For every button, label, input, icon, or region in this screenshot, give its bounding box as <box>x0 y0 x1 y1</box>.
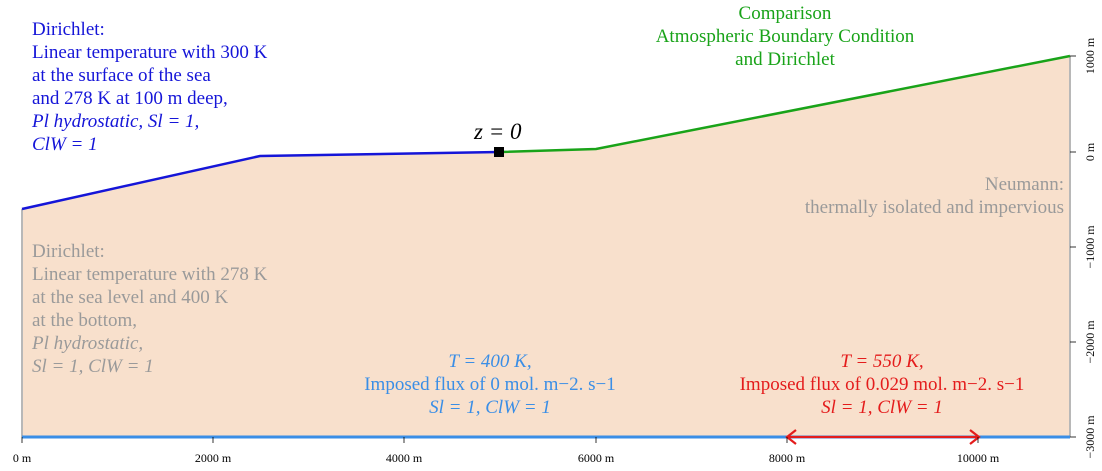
x-tick-label: 10000 m <box>957 451 1000 465</box>
x-tick-label: 6000 m <box>578 451 615 465</box>
comparison-line: Atmospheric Boundary Condition <box>655 26 915 47</box>
atmospheric-boundary-line <box>498 54 1071 154</box>
bottom-boundary-annotation: T = 400 K, Imposed flux of 0 mol. m−2. s… <box>300 350 680 419</box>
dirichlet-side-line: at the sea level and 400 K <box>32 287 229 308</box>
comparison-line: Comparison <box>738 3 832 24</box>
dirichlet-side-line: Linear temperature with 278 K <box>32 264 268 285</box>
neumann-line: Neumann: <box>984 174 1064 195</box>
sea-boundary-line <box>21 150 500 211</box>
domain-area <box>22 56 1070 437</box>
neumann-line: thermally isolated and impervious <box>804 197 1064 218</box>
x-tick-label: 2000 m <box>195 451 232 465</box>
y-tick-label: −2000 m <box>1083 320 1097 364</box>
dirichlet-sea-line: at the surface of the sea <box>32 65 211 86</box>
dirichlet-side-annotation: Dirichlet: Linear temperature with 278 K… <box>32 240 267 378</box>
dirichlet-sea-line: Linear temperature with 300 K <box>32 42 268 63</box>
bottom-red-line: Imposed flux of 0.029 mol. m−2. s−1 <box>739 374 1025 395</box>
x-tick-label: 8000 m <box>769 451 806 465</box>
y-tick-label: −3000 m <box>1083 415 1097 459</box>
y-tick-label: 1000 m <box>1083 37 1097 74</box>
dirichlet-side-line: at the bottom, <box>32 310 138 331</box>
bottom-blue-line: Imposed flux of 0 mol. m−2. s−1 <box>364 374 616 395</box>
y-tick-label: −1000 m <box>1083 225 1097 269</box>
bottom-red-line: Sl = 1, ClW = 1 <box>821 397 943 418</box>
dirichlet-sea-annotation: Dirichlet: Linear temperature with 300 K… <box>32 18 267 156</box>
x-tick-label: 0 m <box>13 451 32 465</box>
dirichlet-sea-line: and 278 K at 100 m deep, <box>32 88 228 109</box>
dirichlet-side-line: Dirichlet: <box>32 241 105 262</box>
dirichlet-side-line: Sl = 1, ClW = 1 <box>32 356 154 377</box>
bottom-blue-line: Sl = 1, ClW = 1 <box>429 397 551 418</box>
z0-label: z = 0 <box>474 119 522 144</box>
x-axis: 0 m 2000 m 4000 m 6000 m 8000 m 10000 m <box>13 437 1000 465</box>
comparison-annotation: Comparison Atmospheric Boundary Conditio… <box>610 2 960 71</box>
bottom-red-line: T = 550 K, <box>840 351 924 372</box>
dirichlet-sea-line: Pl hydrostatic, Sl = 1, <box>32 111 200 132</box>
y-axis: 1000 m 0 m −1000 m −2000 m −3000 m <box>1070 37 1097 459</box>
y-tick-label: 0 m <box>1083 142 1097 161</box>
dirichlet-sea-line: Dirichlet: <box>32 19 105 40</box>
bottom-blue-line: T = 400 K, <box>448 351 532 372</box>
x-tick-label: 4000 m <box>386 451 423 465</box>
comparison-line: and Dirichlet <box>735 49 835 70</box>
dirichlet-sea-line: ClW = 1 <box>32 134 98 155</box>
dirichlet-side-line: Pl hydrostatic, <box>32 333 144 354</box>
neumann-annotation: Neumann: thermally isolated and impervio… <box>805 173 1064 219</box>
z0-marker <box>494 147 504 157</box>
flux-region-annotation: T = 550 K, Imposed flux of 0.029 mol. m−… <box>692 350 1072 419</box>
